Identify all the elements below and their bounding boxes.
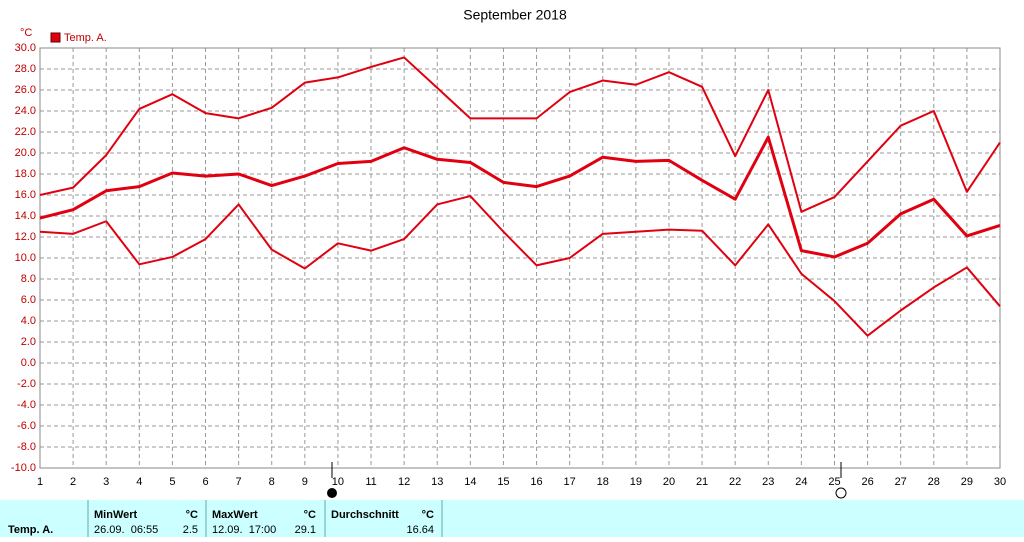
- y-tick-label: 24.0: [15, 105, 36, 117]
- x-tick-label: 30: [994, 476, 1006, 488]
- x-tick-label: 5: [169, 476, 175, 488]
- y-tick-label: 30.0: [15, 42, 36, 54]
- x-tick-label: 8: [269, 476, 275, 488]
- x-tick-label: 25: [828, 476, 840, 488]
- x-tick-label: 28: [928, 476, 940, 488]
- x-tick-label: 12: [398, 476, 410, 488]
- chart-title: September 2018: [463, 7, 567, 23]
- y-tick-label: -6.0: [17, 420, 36, 432]
- y-tick-label: 16.0: [15, 189, 36, 201]
- y-tick-label: 8.0: [21, 273, 36, 285]
- x-tick-label: 23: [762, 476, 774, 488]
- legend-label: Temp. A.: [64, 32, 107, 44]
- y-tick-label: 0.0: [21, 357, 36, 369]
- y-tick-label: -10.0: [11, 462, 36, 474]
- x-tick-label: 6: [202, 476, 208, 488]
- x-tick-label: 3: [103, 476, 109, 488]
- y-unit: °C: [20, 27, 32, 39]
- x-tick-label: 29: [961, 476, 973, 488]
- x-tick-label: 16: [530, 476, 542, 488]
- y-tick-label: 10.0: [15, 252, 36, 264]
- x-tick-label: 27: [895, 476, 907, 488]
- summary-unit: °C: [186, 509, 198, 521]
- x-tick-label: 24: [795, 476, 807, 488]
- x-tick-label: 9: [302, 476, 308, 488]
- summary-header: MaxWert: [212, 509, 258, 521]
- x-tick-label: 15: [497, 476, 509, 488]
- x-tick-label: 20: [663, 476, 675, 488]
- x-tick-label: 14: [464, 476, 476, 488]
- x-tick-label: 13: [431, 476, 443, 488]
- y-tick-label: 14.0: [15, 210, 36, 222]
- summary-unit: °C: [422, 509, 434, 521]
- x-tick-label: 10: [332, 476, 344, 488]
- x-tick-label: 1: [37, 476, 43, 488]
- summary-time: 26.09. 06:55: [94, 524, 158, 536]
- y-tick-label: -8.0: [17, 441, 36, 453]
- y-tick-label: 4.0: [21, 315, 36, 327]
- series-line: [39, 135, 1001, 259]
- new-moon-icon: [835, 487, 847, 499]
- x-tick-label: 18: [597, 476, 609, 488]
- y-tick-label: 12.0: [15, 231, 36, 243]
- y-tick-label: 18.0: [15, 168, 36, 180]
- y-tick-label: 28.0: [15, 63, 36, 75]
- summary-unit: °C: [304, 509, 316, 521]
- x-tick-label: 2: [70, 476, 76, 488]
- full-moon-icon: [327, 488, 337, 498]
- summary-time: 12.09. 17:00: [212, 524, 276, 536]
- summary-separators: [87, 500, 443, 537]
- y-tick-label: 20.0: [15, 147, 36, 159]
- series-line: [39, 195, 1001, 337]
- summary-value: 16.64: [406, 524, 434, 536]
- x-tick-label: 4: [136, 476, 142, 488]
- summary-header: MinWert: [94, 509, 138, 521]
- summary-value: 2.5: [183, 524, 198, 536]
- y-tick-label: 6.0: [21, 294, 36, 306]
- series-line: [39, 56, 1001, 213]
- x-tick-label: 19: [630, 476, 642, 488]
- summary-row-label: Temp. A.: [8, 524, 53, 536]
- y-tick-label: -4.0: [17, 399, 36, 411]
- x-tick-label: 22: [729, 476, 741, 488]
- y-tick-label: 26.0: [15, 84, 36, 96]
- y-tick-label: -2.0: [17, 378, 36, 390]
- summary-value: 29.1: [295, 524, 316, 536]
- x-tick-label: 21: [696, 476, 708, 488]
- legend-swatch: [50, 32, 61, 43]
- summary-header: Durchschnitt: [331, 509, 399, 521]
- summary-panel: [0, 500, 1024, 537]
- y-tick-label: 22.0: [15, 126, 36, 138]
- x-tick-label: 26: [861, 476, 873, 488]
- x-tick-label: 7: [236, 476, 242, 488]
- x-tick-label: 11: [365, 476, 376, 488]
- x-tick-label: 17: [564, 476, 576, 488]
- y-tick-label: 2.0: [21, 336, 36, 348]
- plot-frame: [39, 47, 1001, 469]
